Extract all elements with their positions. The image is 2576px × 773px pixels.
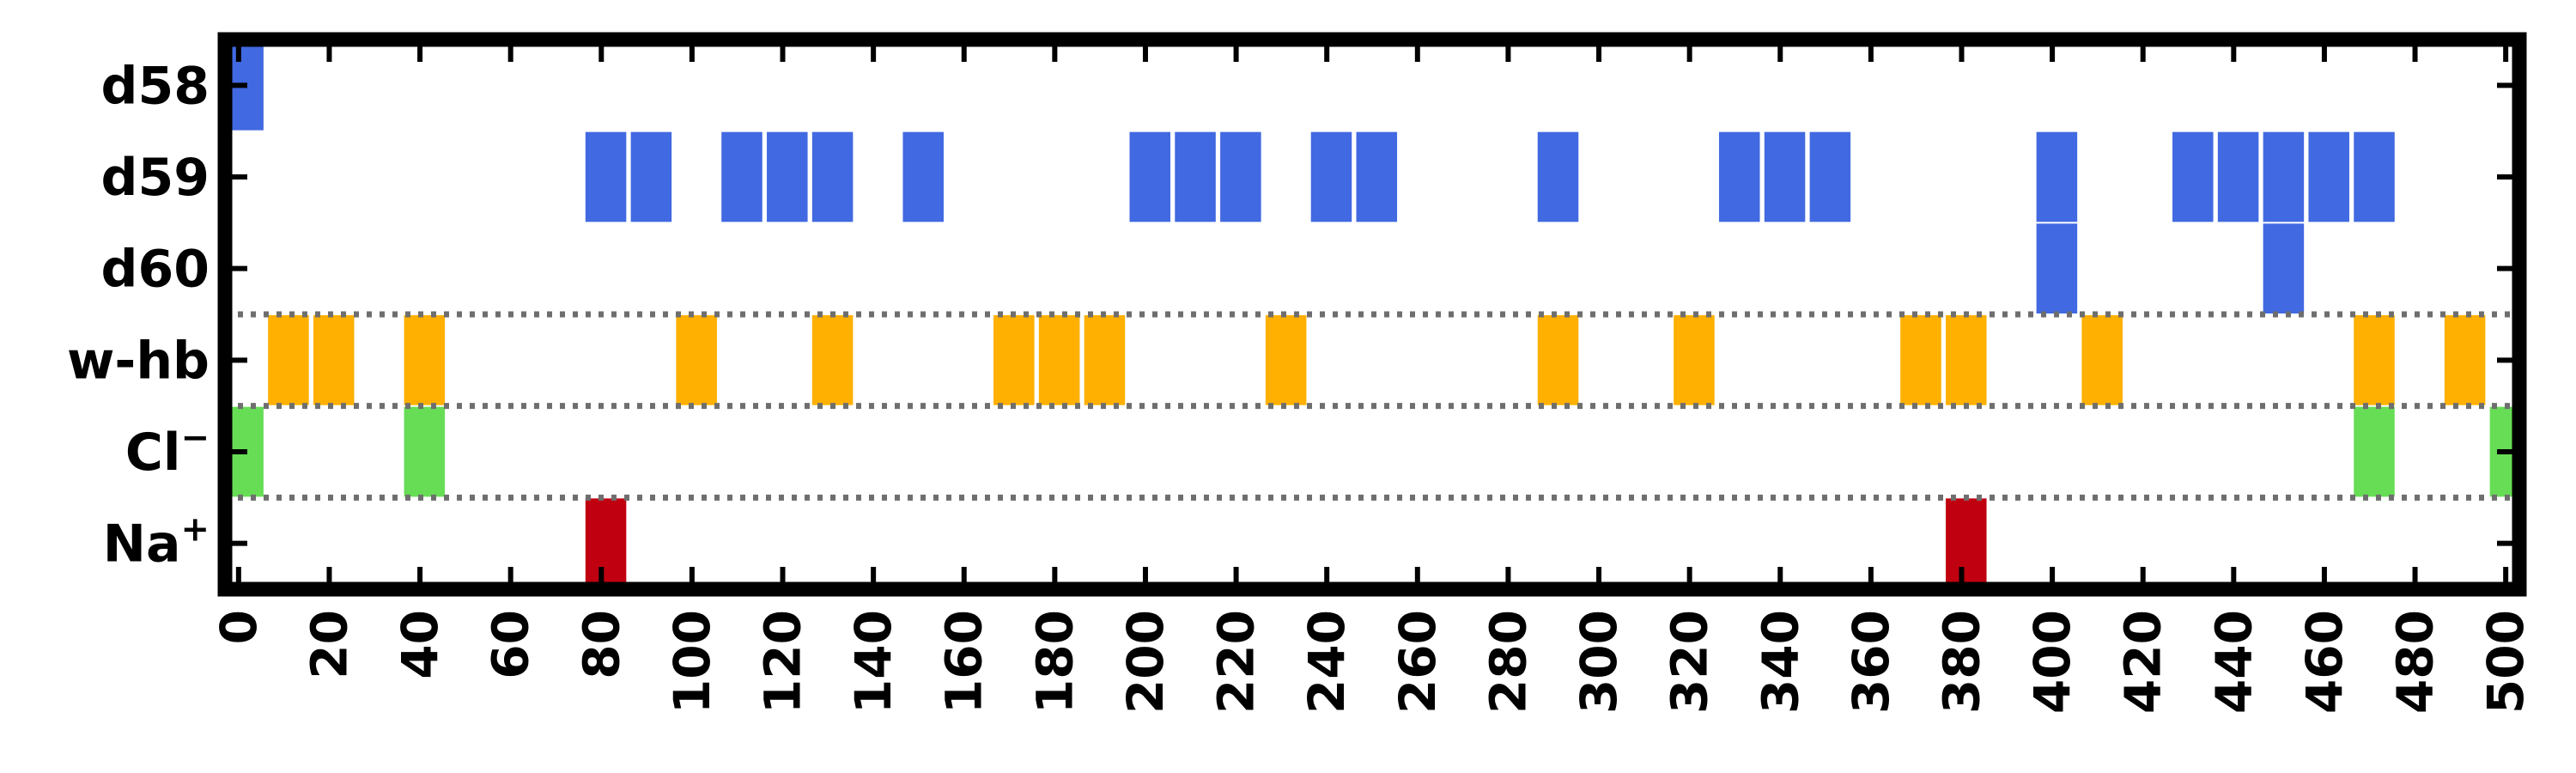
x-label-340: 340 xyxy=(1751,610,1809,714)
x-label-80: 80 xyxy=(572,610,630,679)
x-label-420: 420 xyxy=(2114,610,2172,714)
y-label-d60: d60 xyxy=(101,240,210,300)
event-bar-cl-1 xyxy=(404,406,446,497)
event-bar-d59-8 xyxy=(1220,131,1261,222)
x-label-60: 60 xyxy=(482,610,540,679)
x-label-460: 460 xyxy=(2295,610,2354,714)
x-label-400: 400 xyxy=(2023,610,2081,714)
x-label-120: 120 xyxy=(754,610,812,714)
y-label-w-hb: w-hb xyxy=(67,331,210,391)
event-bar-w-hb-6 xyxy=(1038,315,1080,405)
x-label-0: 0 xyxy=(210,610,268,644)
event-bar-w-hb-14 xyxy=(2354,315,2395,405)
x-label-440: 440 xyxy=(2204,610,2263,714)
event-bar-d59-2 xyxy=(721,131,762,222)
x-label-360: 360 xyxy=(1842,610,1900,714)
y-label-cl: Cl− xyxy=(125,418,210,483)
x-label-280: 280 xyxy=(1479,610,1537,714)
x-label-480: 480 xyxy=(2386,610,2445,714)
event-bar-d59-18 xyxy=(2263,131,2305,222)
y-tick-labels: d58 d59 d60 w-hb Cl− Na+ xyxy=(67,56,210,574)
event-bar-w-hb-3 xyxy=(676,315,717,405)
event-bar-cl-2 xyxy=(2354,406,2395,497)
event-bar-w-hb-8 xyxy=(1265,315,1307,405)
x-label-380: 380 xyxy=(1932,610,1990,714)
x-label-320: 320 xyxy=(1661,610,1719,714)
event-bar-d59-6 xyxy=(1129,131,1171,222)
x-label-500: 500 xyxy=(2476,610,2535,714)
x-label-240: 240 xyxy=(1297,610,1356,714)
event-bar-w-hb-13 xyxy=(2081,315,2123,405)
row-separators xyxy=(225,311,2519,501)
event-bar-d60-0 xyxy=(2036,223,2078,313)
x-label-160: 160 xyxy=(935,610,993,714)
x-label-40: 40 xyxy=(391,610,449,679)
event-bar-d59-16 xyxy=(2172,131,2214,222)
y-label-d59: d59 xyxy=(101,148,210,208)
event-bar-w-hb-11 xyxy=(1900,315,1941,405)
event-bar-d59-17 xyxy=(2217,131,2259,222)
event-bar-na-0 xyxy=(585,498,627,588)
event-bar-w-hb-5 xyxy=(993,315,1035,405)
event-bar-na-1 xyxy=(1946,498,1987,588)
event-bar-d59-15 xyxy=(2036,131,2078,222)
plot-frame xyxy=(217,32,2527,597)
event-bar-w-hb-4 xyxy=(811,315,854,405)
event-bar-d59-0 xyxy=(585,131,627,222)
event-bar-w-hb-9 xyxy=(1537,315,1579,405)
event-bar-d59-10 xyxy=(1356,131,1398,222)
x-label-100: 100 xyxy=(663,610,721,714)
x-label-220: 220 xyxy=(1207,610,1266,714)
event-bar-d59-12 xyxy=(1718,131,1760,222)
y-label-d58: d58 xyxy=(101,56,210,116)
event-marks xyxy=(225,40,2519,588)
x-label-300: 300 xyxy=(1570,610,1628,714)
x-label-20: 20 xyxy=(300,610,358,679)
event-bar-w-hb-1 xyxy=(313,315,355,405)
event-bar-w-hb-12 xyxy=(1946,315,1987,405)
event-bar-d59-7 xyxy=(1175,131,1216,222)
event-bar-d59-9 xyxy=(1310,131,1352,222)
x-label-200: 200 xyxy=(1116,610,1175,714)
event-bar-d59-19 xyxy=(2308,131,2349,222)
event-bar-d59-13 xyxy=(1764,131,1806,222)
x-tick-labels: 0 20 40 60 80 100 120 140 160 180 200 220 240 260 280 3… xyxy=(210,610,2535,714)
event-bar-w-hb-10 xyxy=(1674,315,1715,405)
event-bar-d59-11 xyxy=(1537,131,1579,222)
event-bar-d59-14 xyxy=(1809,131,1851,222)
event-bar-w-hb-7 xyxy=(1084,315,1126,405)
event-bar-d59-20 xyxy=(2354,131,2395,222)
x-label-180: 180 xyxy=(1025,610,1084,714)
x-label-260: 260 xyxy=(1388,610,1447,714)
event-bar-w-hb-2 xyxy=(404,315,446,405)
event-bar-d59-1 xyxy=(630,131,672,222)
event-bar-d59-3 xyxy=(767,131,808,222)
y-label-na: Na+ xyxy=(103,510,210,575)
event-bar-w-hb-15 xyxy=(2444,315,2486,405)
event-bar-d60-1 xyxy=(2263,223,2305,313)
event-bar-d59-5 xyxy=(902,131,944,222)
event-bar-d59-4 xyxy=(811,131,854,222)
x-label-140: 140 xyxy=(844,610,902,714)
event-bar-w-hb-0 xyxy=(268,315,309,405)
